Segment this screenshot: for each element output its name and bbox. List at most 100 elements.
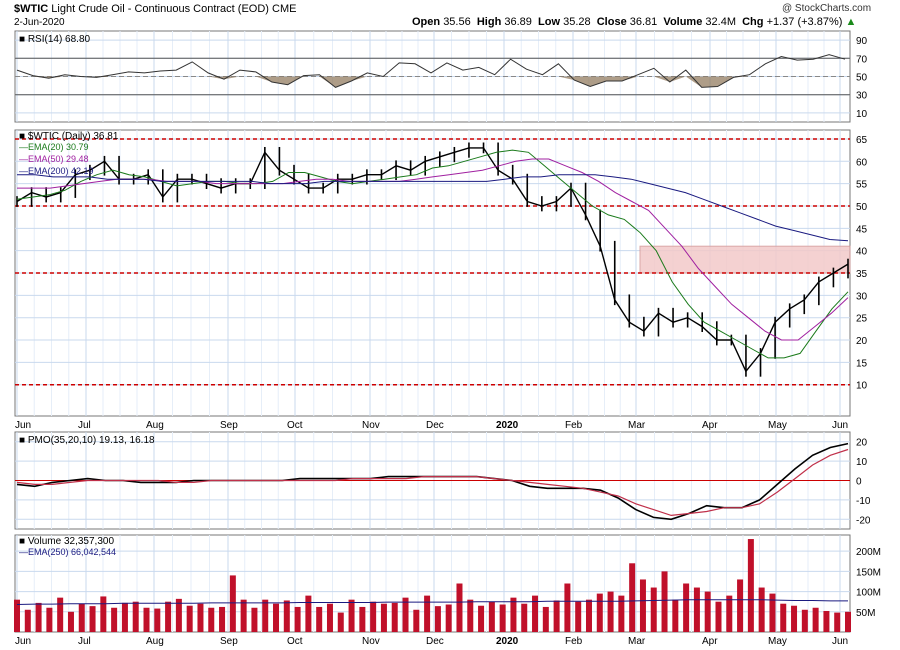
- volume-bar: [845, 611, 851, 632]
- volume-value: 32.4M: [705, 16, 736, 28]
- volume-tick-label: 150M: [856, 567, 881, 578]
- price-tick-label: 35: [856, 269, 868, 280]
- pmo-panel: ■ PMO(35,20,10) 19.13, 16.18: [15, 435, 850, 521]
- volume-bar: [326, 603, 333, 632]
- volume-bar: [704, 591, 711, 632]
- price-tick-label: 40: [856, 247, 868, 258]
- price-tick-label: 55: [856, 180, 868, 191]
- volume-month-label: Jun: [15, 636, 31, 647]
- watermark: @ StockCharts.com: [782, 3, 872, 14]
- volume-bar: [132, 601, 139, 632]
- price-month-label: Jun: [832, 420, 848, 431]
- volume-month-label: May: [768, 636, 787, 647]
- volume-bar: [24, 609, 31, 632]
- volume-month-label: 2020: [496, 636, 519, 647]
- volume-bar: [499, 604, 506, 632]
- price-tick-label: 20: [856, 336, 868, 347]
- rsi-panel: ■ RSI(14) 68.80: [15, 34, 850, 96]
- ema-line-2: [17, 174, 849, 242]
- volume-bar: [154, 608, 161, 632]
- pmo-tick-label: 20: [856, 438, 868, 449]
- volume-bar: [823, 610, 830, 632]
- volume-month-label: Mar: [628, 636, 646, 647]
- close-value: 36.81: [629, 16, 658, 28]
- exchange-label: CME: [272, 3, 297, 15]
- volume-month-label: Jul: [78, 636, 91, 647]
- volume-bar: [521, 603, 528, 632]
- volume-month-label: Oct: [287, 636, 303, 647]
- volume-ema-legend: —EMA(250) 66,042,544: [19, 547, 116, 557]
- price-month-label: Mar: [628, 420, 646, 431]
- volume-bar: [305, 595, 312, 632]
- high-label: High: [476, 16, 502, 28]
- price-tick-label: 15: [856, 358, 868, 369]
- price-tick-label: 65: [856, 135, 868, 146]
- volume-bar: [596, 593, 603, 632]
- volume-bar: [737, 579, 744, 632]
- pmo-tick-label: 10: [856, 457, 868, 468]
- volume-bar: [413, 609, 420, 632]
- price-panel: —EMA(20) 30.79 —EMA(50) 29.48 —EMA(200) 42…: [15, 131, 851, 386]
- volume-bar: [791, 605, 798, 632]
- up-arrow-icon: ▲: [845, 16, 857, 28]
- instrument-name: Light Crude Oil - Continuous Contract (E…: [51, 3, 269, 15]
- volume-panel: ■ Volume 32,357,300—EMA(250) 66,042,544: [14, 536, 851, 632]
- rsi-tick-label: 30: [856, 91, 868, 102]
- volume-bar: [283, 600, 290, 632]
- resistance-zone: [639, 245, 851, 274]
- price-month-label: Feb: [565, 420, 583, 431]
- volume-bar: [294, 606, 301, 632]
- pmo-tick-label: 0: [856, 477, 862, 488]
- volume-bar: [219, 606, 226, 632]
- price-month-label: Nov: [362, 420, 380, 431]
- volume-bar: [758, 587, 765, 632]
- volume-month-label: Feb: [565, 636, 583, 647]
- rsi-line: [16, 54, 846, 88]
- volume-bar: [434, 606, 441, 632]
- volume-bar: [391, 602, 398, 632]
- ohlc-readout: Open 35.56 High 36.89 Low 35.28 Close 36…: [412, 16, 856, 28]
- volume-bar: [585, 599, 592, 632]
- volume-bar: [478, 605, 485, 632]
- price-month-label: Apr: [702, 420, 718, 431]
- volume-bar: [726, 595, 733, 632]
- volume-bar: [812, 607, 819, 632]
- rsi-tick-label: 70: [856, 54, 868, 65]
- volume-bar: [46, 607, 53, 632]
- high-value: 36.89: [504, 16, 532, 28]
- pmo-tick-label: -10: [856, 496, 871, 507]
- volume-bar: [100, 596, 107, 632]
- volume-bar: [747, 539, 754, 632]
- volume-bar: [251, 607, 258, 632]
- volume-month-label: Jun: [832, 636, 848, 647]
- volume-tick-label: 200M: [856, 547, 881, 558]
- panel-frames: [14, 30, 851, 633]
- volume-bar: [510, 597, 517, 632]
- volume-bar: [607, 591, 614, 632]
- volume-bar: [35, 602, 42, 632]
- price-tick-label: 25: [856, 314, 868, 325]
- volume-bar: [769, 593, 776, 632]
- ema-legend-2: —EMA(200) 42.19: [19, 166, 94, 176]
- low-value: 35.28: [563, 16, 591, 28]
- volume-ema-line: [16, 599, 848, 605]
- price-month-label: Jul: [78, 420, 91, 431]
- pmo-line-1: [16, 448, 849, 517]
- volume-title: ■ Volume 32,357,300: [19, 536, 114, 547]
- close-label: Close: [596, 16, 627, 28]
- volume-bar: [67, 611, 74, 632]
- symbol-label: $WTIC: [14, 3, 49, 15]
- volume-bar: [564, 583, 571, 632]
- volume-bar: [715, 601, 722, 632]
- volume-bar: [661, 571, 668, 632]
- volume-bar: [650, 587, 657, 632]
- volume-bar: [316, 606, 323, 632]
- volume-month-label: Aug: [146, 636, 164, 647]
- rsi-tick-label: 50: [856, 73, 868, 84]
- volume-month-label: Dec: [426, 636, 444, 647]
- volume-bar: [348, 599, 355, 632]
- price-title: ■ $WTIC (Daily) 36.81: [19, 131, 119, 142]
- ema-legend-0: —EMA(20) 30.79: [19, 142, 89, 152]
- volume-bar: [456, 583, 463, 632]
- volume-month-label: Apr: [702, 636, 718, 647]
